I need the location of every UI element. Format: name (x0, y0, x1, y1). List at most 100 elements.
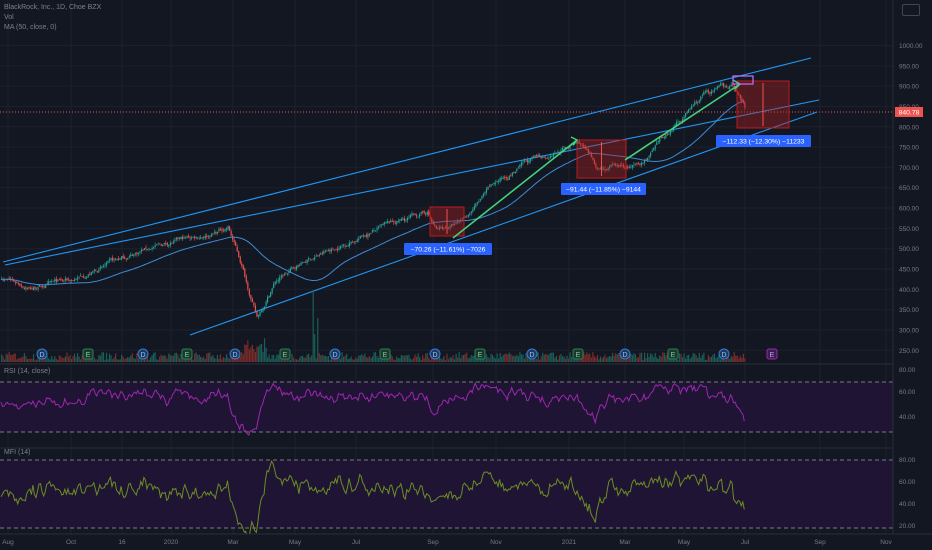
candle-body (318, 255, 320, 256)
candle-body (481, 196, 483, 199)
candle-body (235, 242, 237, 246)
candle-body (681, 119, 684, 122)
volume-bar (69, 355, 71, 362)
measure-label-box[interactable] (404, 243, 492, 255)
candle-body (628, 167, 630, 168)
volume-bar (520, 354, 523, 362)
candle-body (294, 267, 296, 269)
earnings-marker[interactable] (766, 348, 778, 360)
volume-bar (706, 359, 708, 362)
candle-body (645, 159, 647, 161)
volume-study-label[interactable]: Vol (4, 14, 14, 21)
volume-bar (557, 359, 559, 362)
candle-body (200, 237, 202, 239)
volume-bar (645, 357, 647, 362)
volume-bar (382, 357, 384, 362)
candle-body (98, 269, 100, 272)
dividend-marker[interactable] (229, 348, 241, 360)
candle-body (149, 249, 152, 250)
price-tick-label: 250.00 (899, 348, 919, 355)
candle-body (279, 277, 281, 281)
volume-bar (229, 358, 231, 362)
candle-body (592, 157, 594, 160)
candle-body (593, 159, 595, 164)
candle-body (35, 288, 38, 290)
volume-bar (244, 344, 246, 362)
dividend-marker[interactable] (619, 348, 631, 360)
volume-bar (688, 354, 690, 362)
dividend-marker[interactable] (526, 348, 538, 360)
volume-bar (128, 357, 130, 362)
dividend-marker[interactable] (137, 348, 149, 360)
volume-bar (498, 358, 500, 362)
volume-bar (394, 359, 396, 362)
candle-body (639, 163, 641, 165)
dividend-marker[interactable] (329, 348, 341, 360)
candle-body (45, 285, 47, 289)
earnings-marker[interactable] (82, 348, 94, 360)
price-tick-label: 350.00 (899, 307, 919, 314)
symbol-title[interactable]: BlackRock, Inc., 1D, Choe BZX (4, 4, 102, 11)
rsi-pane-title[interactable]: RSI (14, close) (4, 368, 50, 375)
candle-body (718, 84, 720, 87)
candle-body (90, 272, 92, 275)
candle-body (441, 227, 443, 229)
volume-bar (241, 352, 243, 362)
ma-study-label[interactable]: MA (50, close, 0) (4, 24, 57, 31)
volume-bar (493, 357, 495, 362)
candle-body (657, 140, 659, 142)
measure-label-box[interactable] (561, 183, 646, 195)
candle-body (631, 165, 633, 168)
earnings-marker[interactable] (379, 348, 391, 360)
candle-body (505, 177, 507, 179)
volume-bar (73, 353, 76, 362)
candle-body (668, 134, 670, 135)
candle-body (716, 86, 719, 89)
candle-body (142, 249, 144, 251)
candle-body (238, 251, 240, 257)
candle-body (32, 287, 35, 291)
volume-bar (651, 354, 653, 362)
trend-arrow[interactable] (624, 83, 741, 161)
candle-body (640, 162, 643, 165)
dividend-marker[interactable] (429, 348, 441, 360)
candle-body (301, 262, 304, 264)
earnings-marker[interactable] (181, 348, 193, 360)
dividend-marker-label: D (622, 352, 627, 359)
chart-settings-button[interactable] (902, 4, 920, 16)
earnings-marker[interactable] (667, 348, 679, 360)
dividend-marker-label: D (232, 352, 237, 359)
candle-body (86, 277, 88, 278)
volume-bar (194, 353, 196, 362)
volume-bar (660, 356, 662, 362)
candle-body (531, 156, 533, 159)
candle-body (665, 134, 667, 138)
measure-label-box[interactable] (716, 135, 811, 147)
dividend-marker[interactable] (718, 348, 730, 360)
candle-body (659, 138, 661, 142)
candle-body (194, 237, 196, 239)
candle-body (113, 259, 115, 261)
candle-body (180, 237, 182, 239)
dividend-marker[interactable] (36, 348, 48, 360)
earnings-marker[interactable] (474, 348, 486, 360)
candle-body (34, 286, 36, 289)
candle-body (703, 91, 705, 96)
candle-body (513, 172, 515, 174)
earnings-marker[interactable] (572, 348, 584, 360)
candle-body (254, 305, 257, 312)
osc-pane-title[interactable]: MFI (14) (4, 449, 30, 456)
trend-arrow[interactable] (452, 139, 578, 239)
candle-body (125, 258, 127, 260)
volume-bar (694, 353, 696, 362)
candle-body (420, 212, 422, 214)
volume-bar (586, 352, 588, 362)
selection-box[interactable] (732, 75, 754, 85)
volume-bar (476, 358, 478, 362)
earnings-marker[interactable] (279, 348, 291, 360)
candle-body (239, 256, 241, 263)
volume-bar (203, 356, 205, 362)
volume-bar (666, 352, 668, 362)
candle-body (741, 98, 743, 102)
